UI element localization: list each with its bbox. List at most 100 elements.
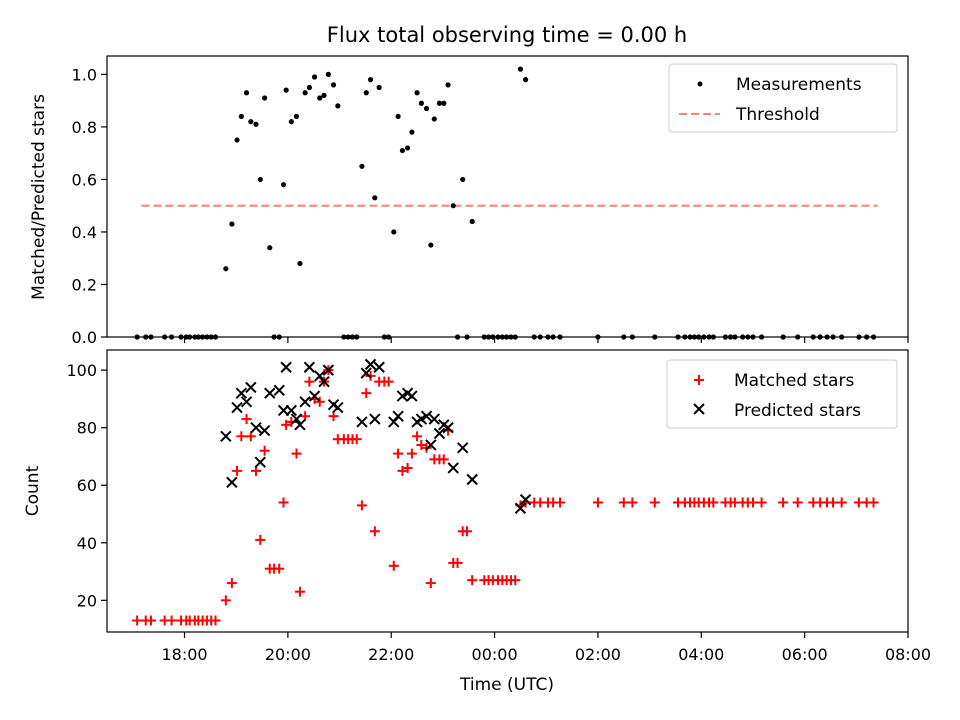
bottom-legend: Matched stars Predicted stars (666, 359, 898, 429)
matched-star-point (220, 595, 231, 606)
legend-measurements-marker (697, 81, 703, 87)
legend-matched-marker (694, 375, 704, 385)
matched-star-point (756, 497, 767, 508)
measurement-point (288, 119, 294, 125)
matched-star-point (397, 465, 408, 476)
top-legend: Measurements Threshold (668, 63, 898, 133)
matched-star-point (627, 497, 638, 508)
xtick-label: 00:00 (472, 645, 518, 664)
predicted-star-point (420, 410, 433, 422)
matched-star-point (294, 586, 305, 597)
bottom-legend-box (666, 359, 898, 429)
matched-star-point (365, 370, 376, 381)
top-ytick-label: 0.2 (72, 275, 97, 294)
measurement-point (445, 82, 451, 88)
top-ytick-label: 0.8 (72, 118, 97, 137)
matched-star-point (406, 448, 417, 459)
measurement-point (376, 84, 382, 91)
x-axis-label: Time (UTC) (459, 675, 554, 695)
measurement-point (409, 129, 415, 135)
top-marks-layer (134, 66, 878, 340)
matched-star-point (425, 578, 436, 589)
measurement-point (306, 84, 313, 91)
measurement-point (363, 90, 369, 96)
measurement-point (423, 105, 430, 112)
matched-star-point (828, 497, 839, 508)
measurement-point (297, 260, 303, 267)
measurement-point (404, 145, 411, 151)
measurement-point (223, 266, 229, 272)
bottom-ytick-label: 100 (66, 361, 97, 380)
matched-star-point (592, 497, 603, 508)
matched-star-point (259, 445, 270, 456)
matched-star-point (314, 396, 325, 407)
matched-star-point (836, 497, 847, 508)
measurement-point (436, 100, 443, 106)
measurement-point (317, 95, 323, 101)
predicted-star-point (273, 384, 285, 396)
measurement-point (517, 66, 524, 72)
measurement-point (399, 147, 406, 154)
matched-star-point (245, 431, 256, 442)
predicted-star-point (245, 381, 257, 394)
measurement-point (441, 100, 447, 106)
matched-star-point (421, 442, 432, 453)
matched-star-point (300, 411, 311, 422)
predicted-star-point (308, 390, 321, 402)
measurement-point (234, 137, 240, 143)
matched-star-point (416, 439, 427, 450)
measurement-point (391, 229, 397, 235)
matched-star-point (241, 414, 252, 425)
matched-star-point (792, 497, 803, 508)
bottom-y-axis-label: Count (23, 465, 43, 516)
predicted-star-point (231, 401, 243, 414)
measurement-point (325, 71, 331, 77)
bottom-panel: 20 40 60 80 100 18:00 20:00 22:00 00:00 02:00 04:… (23, 349, 931, 695)
top-y-ticks: 0.0 0.2 0.4 0.6 0.8 1.0 (72, 65, 107, 347)
matched-star-point (291, 448, 302, 459)
bottom-ytick-label: 60 (77, 476, 97, 495)
measurement-point (267, 245, 273, 251)
measurement-point (395, 113, 401, 120)
measurement-point (522, 77, 529, 83)
top-ytick-label: 1.0 (72, 65, 97, 84)
measurement-point (257, 176, 263, 183)
matched-star-point (145, 615, 156, 626)
measurement-point (293, 113, 300, 120)
measurement-point (253, 121, 259, 127)
matched-star-point (351, 434, 362, 445)
matched-star-point (369, 526, 380, 537)
measurement-point (428, 242, 434, 248)
predicted-star-point (250, 421, 262, 434)
matched-star-point (462, 526, 473, 537)
bottom-ytick-label: 20 (77, 591, 97, 610)
legend-predicted-label: Predicted stars (734, 401, 861, 421)
matched-star-point (649, 497, 660, 508)
matched-star-point (393, 448, 404, 459)
predicted-star-point (388, 416, 400, 428)
predicted-star-point (356, 416, 368, 428)
figure-title: Flux total observing time = 0.00 h (327, 23, 687, 47)
matched-star-point (778, 497, 789, 508)
matched-star-point (510, 575, 521, 586)
matched-star-point (281, 419, 292, 430)
measurement-point (330, 82, 337, 88)
measurement-point (243, 90, 250, 96)
matched-star-point (210, 615, 221, 626)
predicted-star-point (369, 413, 381, 425)
matched-star-point (618, 497, 629, 508)
measurement-point (335, 103, 341, 109)
measurement-point (460, 176, 466, 183)
matched-star-point (747, 497, 758, 508)
top-panel: 0.0 0.2 0.4 0.6 0.8 1.0 Matched/Predicted sta… (29, 55, 909, 347)
top-x-ticks (183, 337, 909, 343)
matched-star-point (361, 388, 372, 399)
predicted-star-point (240, 396, 253, 408)
matched-star-point (868, 497, 879, 508)
matched-star-point (708, 497, 719, 508)
measurement-point (280, 182, 287, 188)
measurement-point (431, 116, 437, 122)
predicted-star-point (457, 442, 469, 454)
matched-star-point (236, 431, 247, 442)
